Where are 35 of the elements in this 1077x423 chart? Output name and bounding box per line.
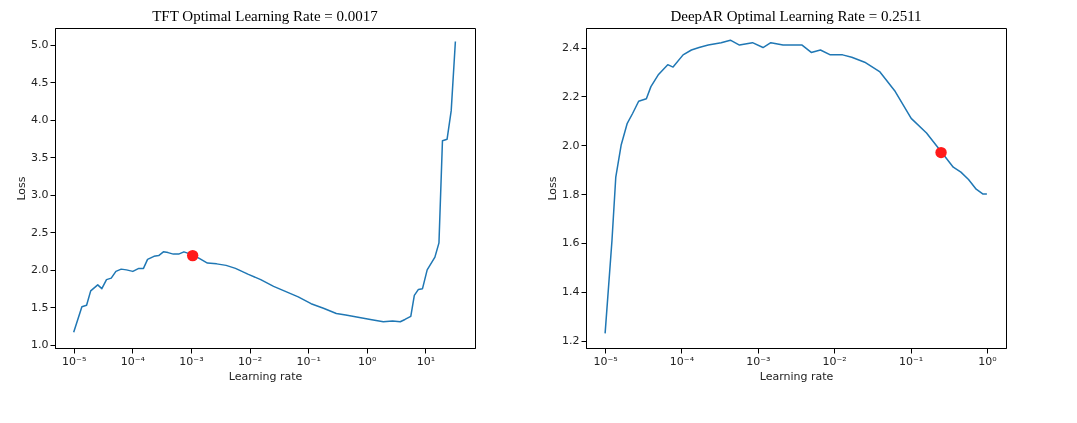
x-tick-label: 10⁻²: [237, 354, 263, 368]
y-tick-label: 2.4: [562, 41, 580, 55]
x-tick-label: 10⁻⁴: [120, 354, 146, 368]
y-tick-label: 2.0: [31, 263, 49, 277]
y-tick-label: 1.6: [562, 236, 580, 250]
y-tick-label: 3.5: [31, 150, 49, 164]
x-tick-label: 10⁻³: [746, 354, 771, 368]
y-tick-label: 1.0: [31, 338, 49, 352]
chart-title: DeepAR Optimal Learning Rate = 0.2511: [670, 8, 922, 24]
chart-title: TFT Optimal Learning Rate = 0.0017: [152, 8, 379, 24]
x-tick-label: 10⁰: [358, 354, 378, 368]
x-tick-label: 10⁻²: [822, 354, 847, 368]
x-tick-label: 10⁻⁵: [593, 354, 618, 368]
y-axis-title: Loss: [15, 176, 29, 201]
y-tick-label: 5.0: [31, 38, 49, 52]
y-tick-label: 2.0: [562, 138, 580, 152]
x-tick-label: 10⁰: [978, 354, 998, 368]
x-axis-title: Learning rate: [759, 369, 834, 383]
y-tick-label: 3.0: [31, 188, 49, 202]
x-tick-label: 10⁻¹: [898, 354, 924, 368]
y-tick-label: 1.5: [31, 300, 49, 314]
y-tick-label: 2.2: [562, 89, 580, 103]
y-tick-label: 4.0: [31, 113, 49, 127]
x-tick-label: 10⁻⁴: [669, 354, 695, 368]
y-tick-label: 1.4: [562, 285, 580, 299]
x-axis-title: Learning rate: [228, 369, 303, 383]
y-tick-label: 2.5: [31, 225, 49, 239]
y-tick-label: 1.8: [562, 187, 580, 201]
y-axis-title: Loss: [546, 176, 560, 201]
y-tick-label: 4.5: [31, 75, 49, 89]
x-tick-label: 10⁻¹: [296, 354, 321, 368]
x-tick-label: 10⁻⁵: [62, 354, 87, 368]
x-tick-label: 10¹: [416, 354, 436, 368]
y-tick-label: 1.2: [562, 334, 580, 348]
x-tick-label: 10⁻³: [179, 354, 204, 368]
